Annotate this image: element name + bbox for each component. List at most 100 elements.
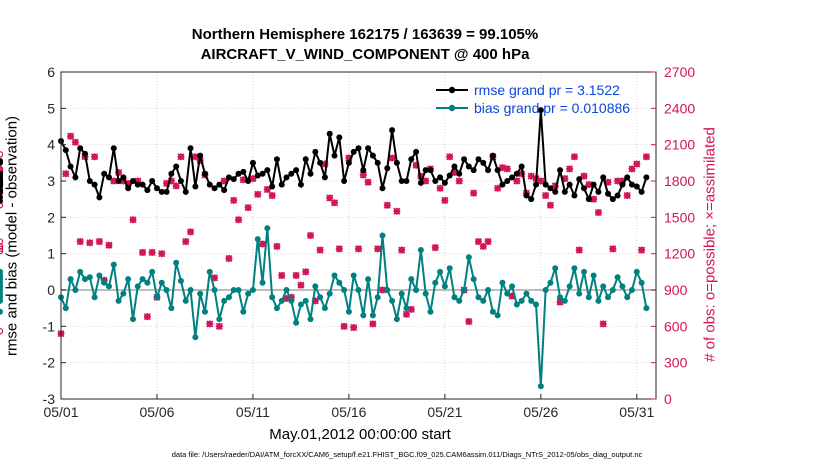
bias-point (509, 283, 516, 290)
obs-assimilated-marker (623, 192, 631, 200)
rmse-point (125, 185, 132, 192)
rmse-point (374, 159, 381, 166)
y-right-tick-label: 0 (664, 391, 672, 407)
rmse-point (206, 181, 213, 188)
obs-possible-marker (0, 243, 4, 250)
obs-assimilated-marker (618, 177, 626, 185)
rmse-point (139, 181, 146, 188)
bias-point (129, 316, 136, 323)
bias-point (499, 279, 506, 286)
bias-point (321, 305, 328, 312)
legend-marker (448, 104, 456, 112)
bias-point (211, 287, 218, 293)
rmse-point (499, 181, 506, 188)
y-right-tick-label: 300 (664, 355, 688, 371)
bias-point (451, 294, 458, 301)
bias-point (72, 287, 79, 293)
rmse-point (393, 159, 400, 166)
obs-assimilated-marker (441, 196, 449, 204)
obs-assimilated-marker (556, 298, 564, 306)
y-right-tick-label: 2400 (664, 100, 695, 116)
obs-assimilated-marker (604, 178, 612, 186)
bias-point (326, 290, 333, 297)
bias-point (552, 265, 559, 272)
obs-assimilated-marker (402, 310, 411, 318)
rmse-point (547, 185, 554, 192)
rmse-point (379, 185, 386, 192)
bias-point (245, 290, 252, 297)
rmse-point (317, 159, 324, 166)
bias-point (168, 305, 175, 312)
obs-possible-marker (0, 151, 4, 158)
bias-point (614, 274, 621, 281)
rmse-point (624, 174, 631, 181)
bias-point (605, 294, 612, 301)
bias-point (192, 334, 199, 341)
rmse-point (187, 145, 194, 152)
bias-point (369, 312, 376, 319)
obs-assimilated-marker (191, 153, 199, 161)
bias-point (389, 297, 396, 304)
obs-assimilated-marker (292, 271, 300, 279)
rmse-point (77, 145, 84, 152)
bias-point (561, 297, 568, 304)
obs-assimilated-marker (614, 177, 622, 185)
obs-assimilated-marker (422, 177, 430, 185)
obs-assimilated-marker (273, 242, 281, 250)
y-right-tick-label: 1200 (664, 246, 695, 262)
rmse-point (345, 159, 352, 166)
obs-assimilated-marker (321, 160, 329, 168)
bias-point (235, 287, 242, 293)
rmse-point (269, 183, 276, 190)
obs-assimilated-marker (585, 181, 593, 189)
bias-point (547, 279, 554, 286)
rmse-point (120, 174, 127, 181)
rmse-point (513, 170, 520, 177)
bias-point (629, 287, 636, 293)
bias-point (600, 283, 607, 290)
rmse-point (336, 134, 343, 141)
bias-point (269, 294, 276, 301)
obs-assimilated-marker (638, 246, 646, 254)
rmse-point (278, 181, 285, 188)
bias-point (485, 287, 492, 293)
rmse-point (86, 178, 93, 184)
obs-assimilated-marker (393, 207, 401, 215)
bias-point (249, 287, 256, 293)
bias-point (259, 279, 266, 286)
bias-point (317, 294, 324, 301)
obs-assimilated-marker (398, 246, 406, 254)
bias-point (571, 265, 578, 272)
obs-assimilated-marker (417, 172, 425, 180)
y-tick-label: 5 (47, 100, 55, 116)
bias-point (0, 290, 3, 297)
obs-assimilated-marker (95, 238, 103, 246)
bias-point (465, 254, 472, 261)
bias-point (537, 383, 544, 390)
y-axis-label-right-text: # of obs: o=possible; ×=assimilated (701, 127, 719, 362)
rmse-point (254, 172, 261, 179)
bias-point (360, 312, 367, 319)
bias-point (408, 276, 415, 283)
rmse-point (0, 188, 3, 195)
obs-assimilated-marker (513, 177, 521, 185)
bias-point (177, 277, 184, 284)
obs-assimilated-marker (306, 231, 315, 240)
bias-point (206, 268, 213, 275)
obs-assimilated-marker (86, 239, 94, 247)
obs-assimilated-marker (330, 199, 339, 207)
rmse-point (600, 174, 607, 181)
obs-possible-marker (0, 248, 4, 255)
rmse-point (451, 163, 458, 170)
bias-point (163, 287, 170, 293)
y-right-tick-label: 600 (664, 318, 688, 334)
y-right-tick-label: 1500 (664, 209, 695, 225)
bias-point (633, 268, 640, 275)
bias-point (595, 297, 602, 304)
rmse-point (494, 167, 501, 174)
rmse-point (504, 178, 511, 184)
rmse-point (216, 181, 223, 188)
bias-point (365, 276, 372, 283)
y-right-tick-label: 900 (664, 282, 688, 298)
